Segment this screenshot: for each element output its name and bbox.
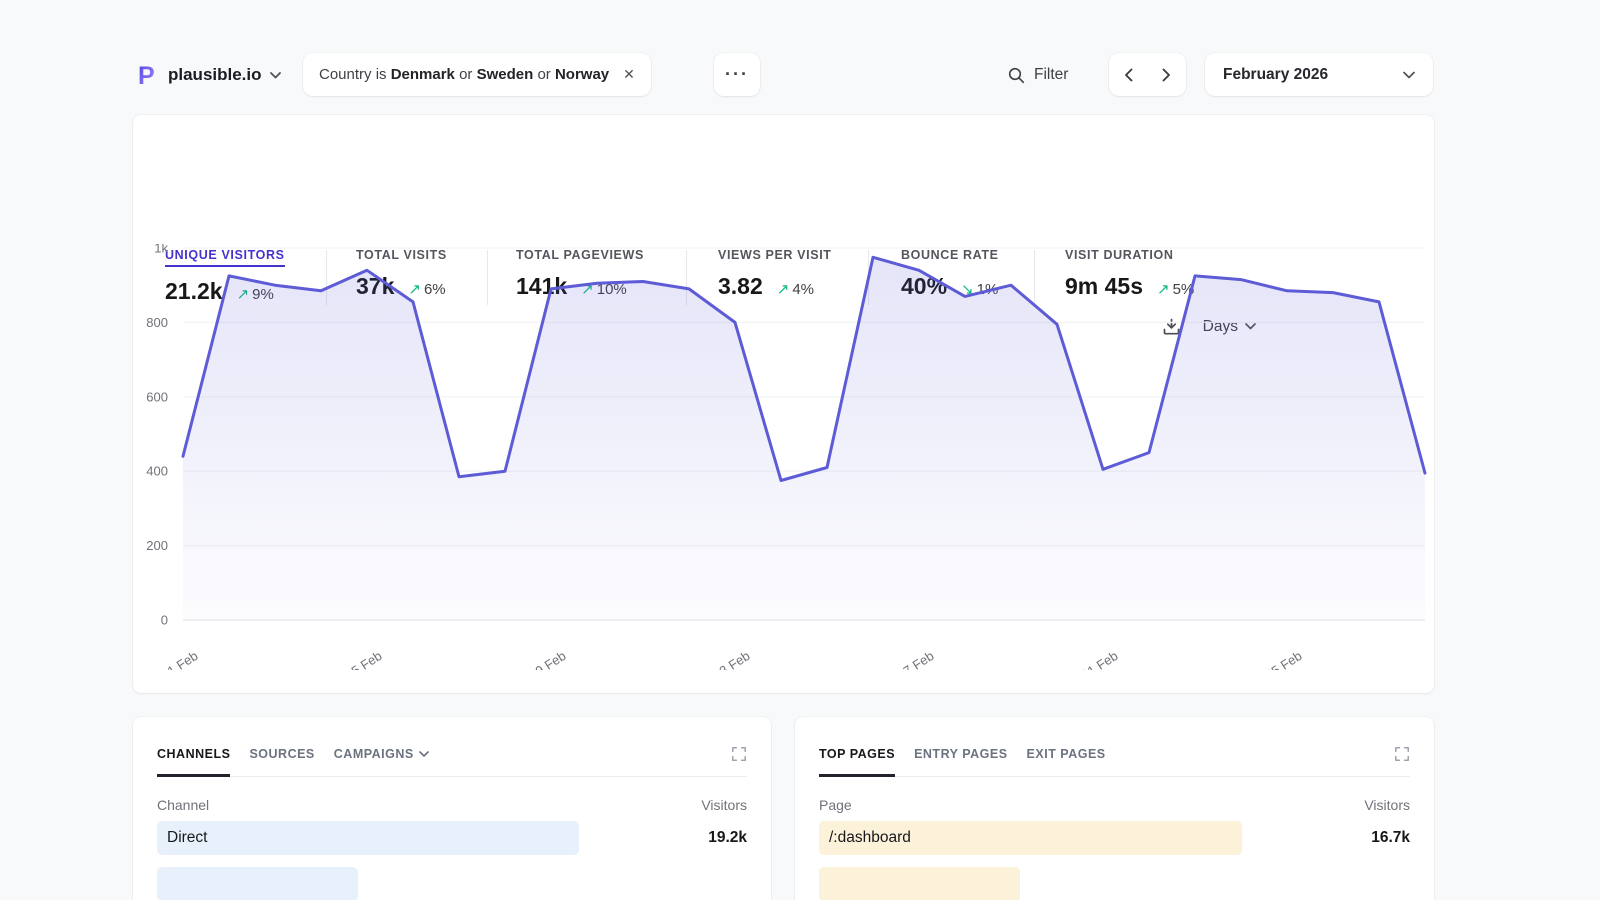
site-switcher[interactable]: P plausible.io bbox=[137, 60, 281, 90]
metric-views-per-visit[interactable]: VIEWS PER VISIT 3.82 ↗ 4% bbox=[718, 248, 832, 299]
svg-text:17 Feb: 17 Feb bbox=[895, 648, 937, 670]
export-download-button[interactable] bbox=[1162, 317, 1181, 336]
filter-pill-text: Country is Denmark or Sweden or Norway bbox=[319, 66, 610, 83]
download-icon bbox=[1163, 318, 1180, 335]
page-label: /:dashboard bbox=[829, 829, 911, 846]
channel-row-clipped[interactable] bbox=[157, 867, 747, 900]
svg-text:21 Feb: 21 Feb bbox=[1079, 648, 1121, 670]
chevron-right-icon bbox=[1162, 68, 1171, 81]
filter-button[interactable]: Filter bbox=[1008, 60, 1068, 90]
page-bar bbox=[819, 867, 1020, 900]
page-row-clipped[interactable] bbox=[819, 867, 1410, 900]
channel-label: Direct bbox=[167, 829, 208, 846]
expand-icon bbox=[732, 747, 746, 761]
svg-text:25 Feb: 25 Feb bbox=[1263, 648, 1305, 670]
page-row-dashboard[interactable]: /:dashboard 16.7k bbox=[819, 821, 1410, 855]
svg-text:P: P bbox=[138, 62, 155, 88]
svg-text:9 Feb: 9 Feb bbox=[533, 648, 569, 670]
divider bbox=[1034, 250, 1035, 305]
filter-button-label: Filter bbox=[1034, 66, 1069, 83]
tab-exit-pages[interactable]: EXIT PAGES bbox=[1026, 747, 1106, 761]
channel-visitors: 19.2k bbox=[708, 829, 747, 846]
svg-text:13 Feb: 13 Feb bbox=[711, 648, 753, 670]
channels-card: CHANNELS SOURCES CAMPAIGNS Channel Visit… bbox=[133, 717, 771, 900]
expand-icon bbox=[1395, 747, 1409, 761]
expand-pages-button[interactable] bbox=[1394, 746, 1410, 762]
divider bbox=[686, 250, 687, 305]
column-header-page: Page bbox=[819, 797, 852, 813]
trend-up-icon: ↗ bbox=[1157, 281, 1170, 298]
column-header-visitors: Visitors bbox=[1364, 797, 1410, 813]
chevron-down-icon bbox=[418, 751, 429, 757]
chevron-down-icon bbox=[269, 71, 281, 78]
chevron-left-icon bbox=[1124, 68, 1133, 81]
svg-text:1 Feb: 1 Feb bbox=[165, 648, 201, 670]
search-icon bbox=[1008, 67, 1025, 83]
tab-campaigns[interactable]: CAMPAIGNS bbox=[334, 741, 429, 774]
svg-text:600: 600 bbox=[146, 389, 168, 404]
visitors-area-chart: 0 200 400 600 800 1k 1 Feb 5 Feb 9 Feb 13 Feb 17 F… bbox=[146, 244, 1427, 670]
svg-text:1k: 1k bbox=[154, 244, 168, 256]
more-options-button[interactable]: ··· bbox=[714, 53, 760, 96]
tab-sources[interactable]: SOURCES bbox=[249, 747, 315, 761]
page-visitors: 16.7k bbox=[1371, 829, 1410, 846]
pages-column-headers: Page Visitors bbox=[819, 797, 1410, 813]
date-nav bbox=[1109, 53, 1186, 96]
svg-text:5 Feb: 5 Feb bbox=[349, 648, 385, 670]
expand-channels-button[interactable] bbox=[731, 746, 747, 762]
trend-up-icon: ↗ bbox=[776, 281, 790, 298]
trend-up-icon: ↗ bbox=[408, 281, 421, 298]
next-period-button[interactable] bbox=[1148, 53, 1187, 96]
plausible-logo-icon: P bbox=[138, 62, 155, 88]
pages-tabs: TOP PAGES ENTRY PAGES EXIT PAGES bbox=[819, 741, 1410, 777]
date-range-label: February 2026 bbox=[1223, 65, 1329, 83]
tab-top-pages[interactable]: TOP PAGES bbox=[819, 741, 896, 777]
tab-channels[interactable]: CHANNELS bbox=[157, 741, 231, 777]
svg-text:200: 200 bbox=[146, 538, 168, 553]
channels-tabs: CHANNELS SOURCES CAMPAIGNS bbox=[157, 741, 747, 777]
channels-column-headers: Channel Visitors bbox=[157, 797, 747, 813]
date-range-picker[interactable]: February 2026 bbox=[1205, 53, 1433, 96]
divider bbox=[326, 250, 327, 305]
prev-period-button[interactable] bbox=[1109, 53, 1148, 96]
column-header-visitors: Visitors bbox=[701, 797, 747, 813]
chevron-down-icon bbox=[1403, 71, 1415, 78]
svg-text:800: 800 bbox=[146, 315, 168, 330]
svg-text:0: 0 bbox=[161, 613, 168, 628]
remove-filter-icon[interactable]: ✕ bbox=[623, 66, 635, 82]
column-header-channel: Channel bbox=[157, 797, 210, 813]
channel-row-direct[interactable]: Direct 19.2k bbox=[157, 821, 747, 855]
pages-card: TOP PAGES ENTRY PAGES EXIT PAGES Page Vi… bbox=[795, 717, 1434, 900]
metric-visit-duration[interactable]: VISIT DURATION 9m 45s ↗ 5% bbox=[1065, 248, 1195, 299]
divider bbox=[487, 250, 488, 305]
page-bar bbox=[819, 821, 1242, 855]
channel-bar bbox=[157, 867, 358, 900]
tab-entry-pages[interactable]: ENTRY PAGES bbox=[914, 747, 1008, 761]
channel-bar bbox=[157, 821, 579, 855]
active-filter-pill[interactable]: Country is Denmark or Sweden or Norway ✕ bbox=[303, 53, 651, 96]
svg-text:400: 400 bbox=[146, 464, 168, 479]
site-name: plausible.io bbox=[168, 65, 262, 84]
